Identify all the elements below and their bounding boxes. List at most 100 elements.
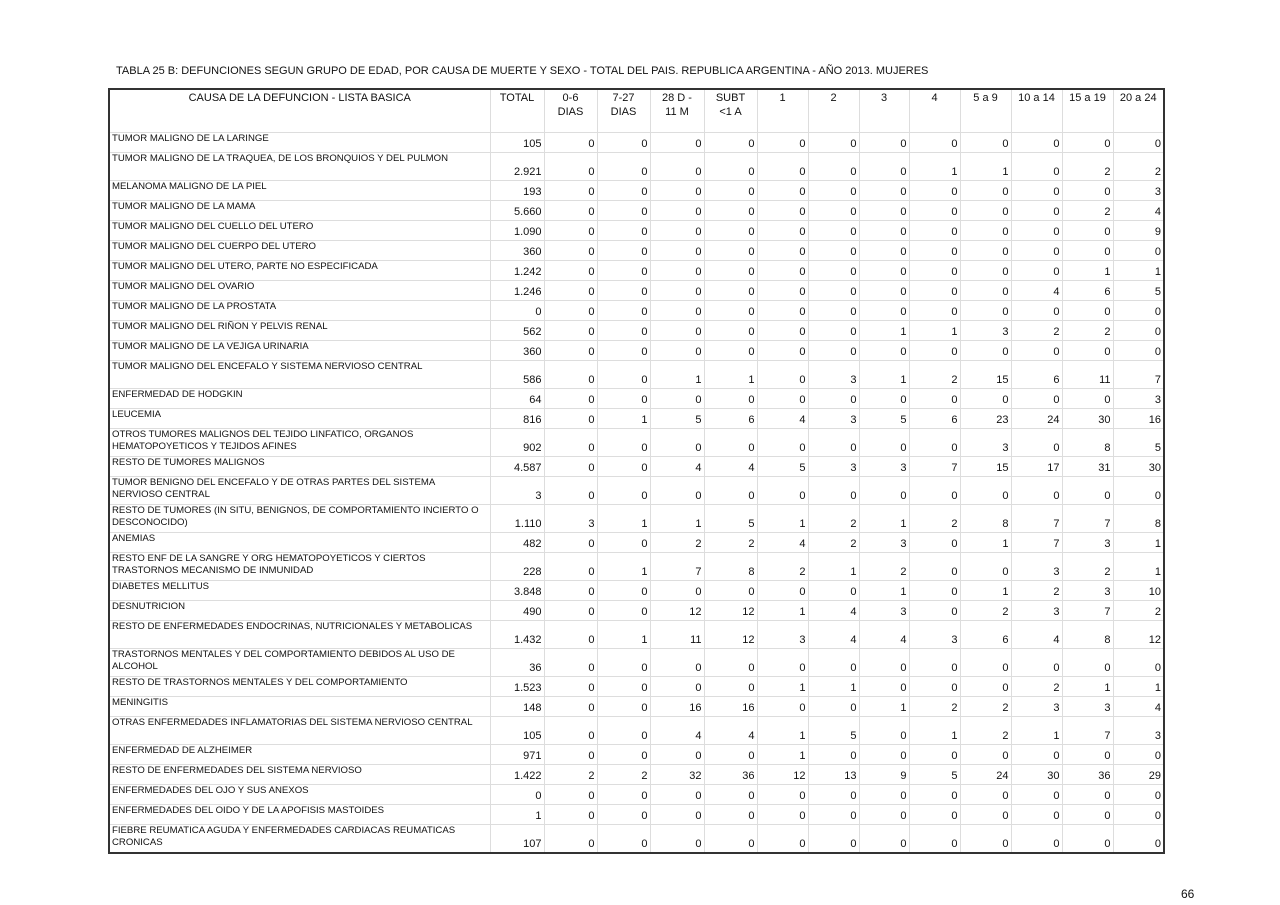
cause-cell: RESTO DE TRASTORNOS MENTALES Y DEL COMPO…: [108, 676, 491, 697]
value-cell: 2: [1010, 320, 1063, 341]
cause-cell: TUMOR MALIGNO DEL OVARIO: [108, 280, 491, 301]
column-header: 10 a 14: [1010, 88, 1063, 133]
value-cell: 562: [489, 320, 545, 341]
value-cell: 7: [1061, 504, 1114, 533]
value-cell: 1: [756, 716, 809, 745]
value-cell: 0: [756, 648, 809, 677]
table-row: ENFERMEDAD DE HODGKIN 64 0 0 0 0 0 0 0 0 0 0 0 3: [108, 388, 1165, 409]
column-header: 3: [858, 88, 910, 133]
value-cell: 971: [489, 744, 545, 765]
value-cell: 193: [489, 180, 545, 201]
table-row: TUMOR MALIGNO DE LA LARINGE 105 0 0 0 0 0 0 0 0 0 0…: [108, 132, 1165, 153]
value-cell: 0: [703, 200, 758, 221]
value-cell: 0: [649, 676, 705, 697]
value-cell: 0: [959, 240, 1012, 261]
value-cell: 1: [807, 676, 860, 697]
value-cell: 1.422: [489, 764, 545, 785]
value-cell: 3: [1061, 696, 1114, 717]
value-cell: 0: [1010, 340, 1063, 361]
value-cell: 4: [756, 532, 809, 553]
value-cell: 0: [756, 200, 809, 221]
value-cell: 105: [489, 132, 545, 153]
value-cell: 0: [756, 152, 809, 181]
value-cell: 0: [1061, 744, 1114, 765]
value-cell: 0: [596, 600, 651, 621]
value-cell: 0: [596, 200, 651, 221]
value-cell: 0: [543, 388, 598, 409]
value-cell: 0: [756, 280, 809, 301]
value-cell: 0: [807, 824, 860, 854]
value-cell: 0: [1010, 784, 1063, 805]
value-cell: 0: [858, 260, 910, 281]
cause-cell: DESNUTRICION: [108, 600, 491, 621]
value-cell: 0: [649, 180, 705, 201]
value-cell: 1.523: [489, 676, 545, 697]
value-cell: 32: [649, 764, 705, 785]
cause-cell: RESTO DE TUMORES (IN SITU, BENIGNOS, DE …: [108, 504, 491, 533]
value-cell: 29: [1112, 764, 1165, 785]
value-cell: 1: [596, 408, 651, 429]
value-cell: 0: [703, 152, 758, 181]
value-cell: 0: [1061, 240, 1114, 261]
value-cell: 0: [959, 744, 1012, 765]
value-cell: 0: [756, 804, 809, 825]
cause-cell: RESTO ENF DE LA SANGRE Y ORG HEMATOPOYET…: [108, 552, 491, 581]
value-cell: 4: [756, 408, 809, 429]
table-row: RESTO ENF DE LA SANGRE Y ORG HEMATOPOYET…: [108, 552, 1165, 581]
value-cell: 0: [908, 340, 961, 361]
value-cell: 0: [858, 388, 910, 409]
value-cell: 4: [703, 716, 758, 745]
value-cell: 3: [1010, 600, 1063, 621]
value-cell: 228: [489, 552, 545, 581]
value-cell: 5: [908, 764, 961, 785]
value-cell: 4: [807, 600, 860, 621]
value-cell: 0: [543, 320, 598, 341]
column-header: TOTAL: [489, 88, 545, 133]
value-cell: 0: [756, 132, 809, 153]
value-cell: 0: [908, 784, 961, 805]
value-cell: 7: [908, 456, 961, 477]
cause-cell: MENINGITIS: [108, 696, 491, 717]
value-cell: 3: [858, 532, 910, 553]
value-cell: 4: [1010, 620, 1063, 649]
value-cell: 1: [596, 552, 651, 581]
value-cell: 2: [756, 552, 809, 581]
value-cell: 0: [959, 280, 1012, 301]
value-cell: 0: [908, 428, 961, 457]
table-row: RESTO DE TRASTORNOS MENTALES Y DEL COMPO…: [108, 676, 1165, 697]
page-number: 66: [1181, 887, 1195, 901]
value-cell: 0: [1112, 476, 1165, 505]
value-cell: 0: [649, 200, 705, 221]
value-cell: 2: [1112, 600, 1165, 621]
value-cell: 0: [543, 580, 598, 601]
value-cell: 2: [959, 716, 1012, 745]
cause-cell: RESTO DE ENFERMEDADES DEL SISTEMA NERVIO…: [108, 764, 491, 785]
value-cell: 3: [489, 476, 545, 505]
value-cell: 1: [807, 552, 860, 581]
cause-cell: ENFERMEDADES DEL OIDO Y DE LA APOFISIS M…: [108, 804, 491, 825]
value-cell: 1.110: [489, 504, 545, 533]
value-cell: 0: [858, 180, 910, 201]
value-cell: 36: [703, 764, 758, 785]
value-cell: 0: [543, 476, 598, 505]
table-row: TUMOR MALIGNO DEL RIÑON Y PELVIS RENAL 56…: [108, 320, 1165, 341]
value-cell: 0: [543, 600, 598, 621]
value-cell: 0: [858, 784, 910, 805]
table-title: TABLA 25 B: DEFUNCIONES SEGUN GRUPO DE E…: [116, 65, 929, 77]
table-row: MENINGITIS 148 0 0 16 16 0 0 1 2 2 3 3 4: [108, 696, 1165, 717]
value-cell: 0: [1061, 804, 1114, 825]
value-cell: 1: [649, 504, 705, 533]
value-cell: 0: [703, 676, 758, 697]
value-cell: 2: [1112, 152, 1165, 181]
table-row: TUMOR MALIGNO DEL CUERPO DEL UTERO 360 0 0 0…: [108, 240, 1165, 261]
value-cell: 0: [703, 320, 758, 341]
table-row: TUMOR MALIGNO DE LA PROSTATA 0 0 0 0 0 0 0 0 0 0 0 0…: [108, 300, 1165, 321]
value-cell: 5: [756, 456, 809, 477]
value-cell: 1: [858, 504, 910, 533]
value-cell: 0: [703, 240, 758, 261]
value-cell: 3: [908, 620, 961, 649]
value-cell: 8: [1112, 504, 1165, 533]
deaths-table: CAUSA DE LA DEFUNCION - LISTA BASICA TOTA…: [108, 88, 1165, 854]
value-cell: 1: [756, 504, 809, 533]
value-cell: 0: [756, 240, 809, 261]
